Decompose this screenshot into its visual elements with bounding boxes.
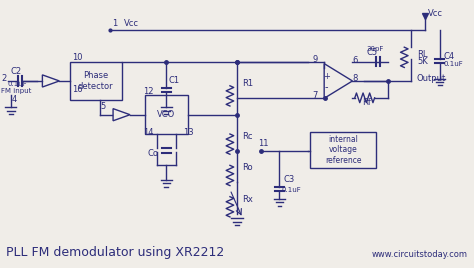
Text: 6: 6 [353,56,358,65]
Text: -: - [325,82,328,92]
Text: internal
voltage
reference: internal voltage reference [325,135,361,165]
Text: Output: Output [416,74,445,83]
Text: 5: 5 [100,102,106,111]
Text: 11: 11 [258,139,269,148]
Text: Ro: Ro [242,163,252,172]
Text: C1: C1 [169,76,180,85]
Text: 8: 8 [353,74,358,83]
Text: 1: 1 [112,18,118,28]
Text: C4: C4 [443,52,455,61]
Text: Co: Co [147,149,158,158]
Bar [70,62,121,100]
Text: VCO: VCO [157,110,175,119]
Text: 0.1uF: 0.1uF [282,187,301,193]
Text: +: + [323,72,330,81]
Text: 13: 13 [183,128,193,137]
Text: R1: R1 [242,79,253,88]
Text: 5K: 5K [417,57,428,66]
Text: FM input: FM input [1,88,32,94]
Text: RL: RL [417,50,428,59]
Text: Rx: Rx [242,195,253,203]
Text: C2: C2 [11,67,22,76]
Text: 4: 4 [12,95,17,104]
Text: PLL FM demodulator using XR2212: PLL FM demodulator using XR2212 [6,246,224,259]
Text: Vcc: Vcc [124,18,139,28]
Text: C3: C3 [283,175,294,184]
Text: 0.1uF: 0.1uF [8,81,27,87]
Text: 0.1uF: 0.1uF [443,61,463,68]
Text: 16: 16 [72,85,82,94]
Text: Vcc: Vcc [428,9,443,18]
Text: 2: 2 [1,74,7,83]
Text: 9: 9 [312,55,318,64]
Text: Rf: Rf [362,98,371,107]
Text: 7: 7 [312,91,318,100]
Text: www.circuitstoday.com: www.circuitstoday.com [372,250,468,259]
Text: C5: C5 [366,49,378,57]
Text: 30pF: 30pF [366,46,384,51]
Text: 12: 12 [143,87,153,96]
Text: 14: 14 [143,128,153,137]
Text: Rc: Rc [242,132,252,141]
Text: 10: 10 [72,53,82,62]
Text: Phase
detector: Phase detector [78,71,113,91]
Bar [310,132,376,168]
Bar [145,95,188,134]
